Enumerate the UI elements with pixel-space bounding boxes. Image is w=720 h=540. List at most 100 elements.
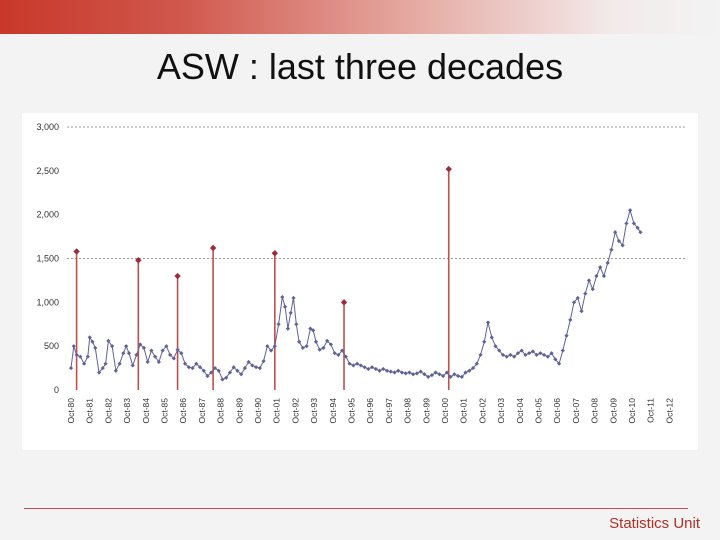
spike-marker: [271, 250, 279, 257]
x-tick-label: Oct-03: [496, 398, 506, 424]
data-point: [168, 352, 173, 358]
data-point: [205, 373, 210, 379]
x-tick-label: Oct-86: [178, 398, 188, 424]
data-point: [358, 363, 363, 368]
data-point: [261, 358, 266, 364]
data-point: [377, 368, 382, 373]
data-point: [590, 287, 595, 292]
x-tick-label: Oct-95: [347, 398, 357, 424]
spike-marker: [135, 257, 142, 264]
y-tick-label: 0: [54, 385, 59, 395]
data-point: [583, 291, 588, 296]
data-point: [455, 373, 461, 379]
data-point: [126, 351, 132, 356]
data-point: [441, 373, 446, 379]
data-point: [485, 320, 491, 325]
data-point: [628, 208, 633, 213]
data-point: [130, 363, 135, 368]
x-tick-label: Oct-93: [309, 398, 319, 424]
data-point: [194, 361, 199, 366]
x-tick-label: Oct-12: [664, 398, 674, 424]
data-point: [285, 326, 291, 331]
data-point: [216, 368, 221, 373]
x-tick-label: Oct-06: [552, 398, 562, 424]
x-tick-label: Oct-90: [253, 398, 263, 424]
data-point: [332, 351, 337, 356]
data-point: [96, 370, 102, 375]
x-tick-label: Oct-01: [272, 398, 282, 424]
data-point: [291, 295, 296, 301]
data-point: [113, 368, 118, 373]
data-point: [504, 354, 509, 359]
x-tick-label: Oct-83: [122, 398, 132, 424]
data-point: [512, 354, 517, 359]
data-point: [388, 369, 393, 374]
spike-lines: [75, 169, 450, 390]
data-point: [297, 339, 302, 344]
data-point: [78, 354, 83, 359]
x-tick-label: Oct-99: [421, 398, 431, 424]
data-point: [381, 366, 386, 372]
data-point: [325, 338, 330, 344]
data-point: [613, 230, 618, 235]
x-tick-label: Oct-02: [477, 398, 487, 424]
data-point: [254, 365, 259, 370]
data-point: [579, 309, 584, 314]
data-point: [117, 361, 122, 366]
data-point: [616, 238, 622, 244]
data-point: [362, 365, 367, 370]
x-tick-label: Oct-05: [534, 398, 544, 424]
data-point: [149, 348, 154, 353]
data-point: [598, 265, 603, 270]
reference-lines: [67, 126, 686, 259]
data-point: [347, 361, 352, 366]
data-point: [497, 348, 502, 353]
data-point: [418, 369, 423, 374]
x-tick-label: Oct-89: [234, 398, 244, 424]
data-point: [242, 365, 248, 371]
footer-label: Statistics Unit: [609, 515, 700, 532]
data-point: [601, 273, 607, 279]
y-tick-label: 3,000: [36, 122, 59, 132]
data-point: [186, 365, 191, 370]
data-point: [288, 310, 293, 315]
data-point: [190, 365, 195, 371]
x-tick-label: Oct-98: [403, 398, 413, 424]
data-point: [542, 352, 547, 358]
data-point: [467, 368, 472, 373]
data-point: [384, 368, 390, 373]
data-point: [470, 365, 476, 371]
data-point: [68, 365, 74, 371]
data-point: [276, 322, 281, 327]
y-tick-label: 1,000: [36, 297, 59, 307]
data-point: [71, 344, 76, 349]
data-point: [444, 370, 449, 375]
x-tick-label: Oct-84: [141, 398, 151, 424]
x-axis-labels: Oct-80 Oct-81 Oct-82 Oct-83 Oct-84 Oct-85 Oct-…: [66, 398, 674, 424]
data-point: [403, 371, 408, 376]
data-point: [474, 361, 479, 366]
x-tick-label: Oct-82: [103, 398, 113, 424]
data-point: [478, 352, 483, 358]
data-point: [81, 361, 87, 366]
data-point: [100, 365, 105, 371]
data-point: [231, 365, 236, 370]
data-point: [321, 345, 326, 351]
x-tick-label: Oct-07: [571, 398, 581, 424]
chart-panel: 0 500 1,000 1,500 2,000 2,500 3,000 Oct-80 Oct-…: [22, 113, 698, 450]
data-point: [93, 345, 98, 351]
data-point: [538, 351, 543, 356]
data-point: [74, 352, 79, 358]
data-point: [175, 347, 180, 352]
data-point: [294, 322, 299, 327]
data-point: [160, 348, 165, 353]
data-point: [433, 370, 438, 375]
data-point: [508, 352, 513, 358]
data-point: [369, 365, 375, 370]
data-point: [145, 359, 150, 365]
slide-title: ASW : last three decades: [156, 46, 564, 87]
data-point: [138, 342, 143, 347]
data-point: [448, 374, 453, 379]
data-point: [171, 356, 176, 361]
